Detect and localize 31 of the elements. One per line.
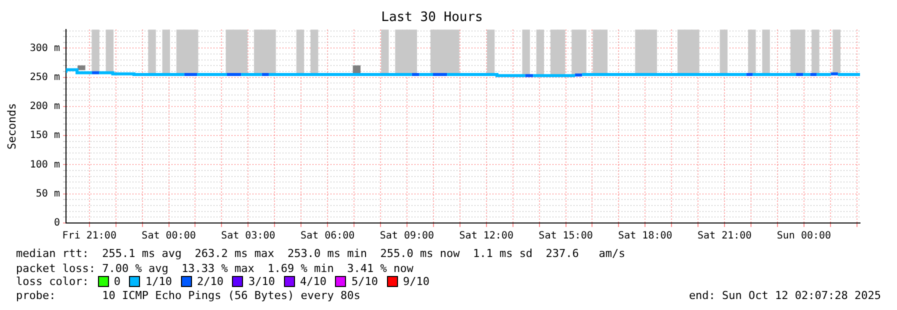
y-tick-label: 150 m — [30, 130, 60, 142]
y-tick-label: 300 m — [30, 42, 60, 54]
y-tick-label: 100 m — [30, 159, 60, 170]
legend-label: 1/10 — [145, 275, 172, 288]
x-tick-label: Sun 00:00 — [776, 230, 832, 242]
y-axis-title: Seconds — [5, 103, 18, 150]
x-tick-label: Sat 15:00 — [538, 230, 593, 242]
legend-label: 2/10 — [196, 275, 224, 288]
x-tick-label: Sat 03:00 — [221, 230, 276, 242]
x-tick-label: Fri 21:00 — [62, 230, 116, 242]
text: end: Sun Oct 12 02:07:28 2025 — [688, 289, 881, 302]
x-tick-label: Sat 09:00 — [380, 230, 434, 242]
x-tick-label: Sat 18:00 — [618, 230, 672, 242]
y-tick-label: 250 m — [30, 72, 60, 83]
x-tick-label: Sat 06:00 — [300, 230, 355, 242]
y-tick-label: 50 m — [36, 188, 60, 200]
legend-label: 5/10 — [351, 275, 378, 288]
text: median rtt: 255.1 ms avg 263.2 ms max 253.0 ms min 255.0 ms now 1.1 ms sd 237.6 am/s — [16, 247, 626, 260]
legend-label: 4/10 — [300, 275, 326, 288]
text: packet loss: 7.00 % avg 13.33 % max 1.69 % min 3.41 % now — [16, 262, 414, 275]
x-tick-label: Sat 12:00 — [459, 230, 514, 242]
text: probe: 10 ICMP Echo Pings (56 Bytes) every 80s — [16, 289, 360, 302]
y-tick-label: 200 m — [30, 101, 60, 112]
legend-label: 9/10 — [402, 275, 430, 288]
legend-title: loss color: — [16, 275, 89, 288]
y-tick-label: 0 — [54, 218, 60, 229]
chart-title: Last 30 Hours — [381, 10, 483, 26]
x-tick-label: Sat 00:00 — [142, 230, 196, 242]
legend-label: 0 — [114, 275, 120, 288]
x-tick-label: Sat 21:00 — [697, 230, 752, 242]
legend-label: 3/10 — [248, 275, 275, 288]
